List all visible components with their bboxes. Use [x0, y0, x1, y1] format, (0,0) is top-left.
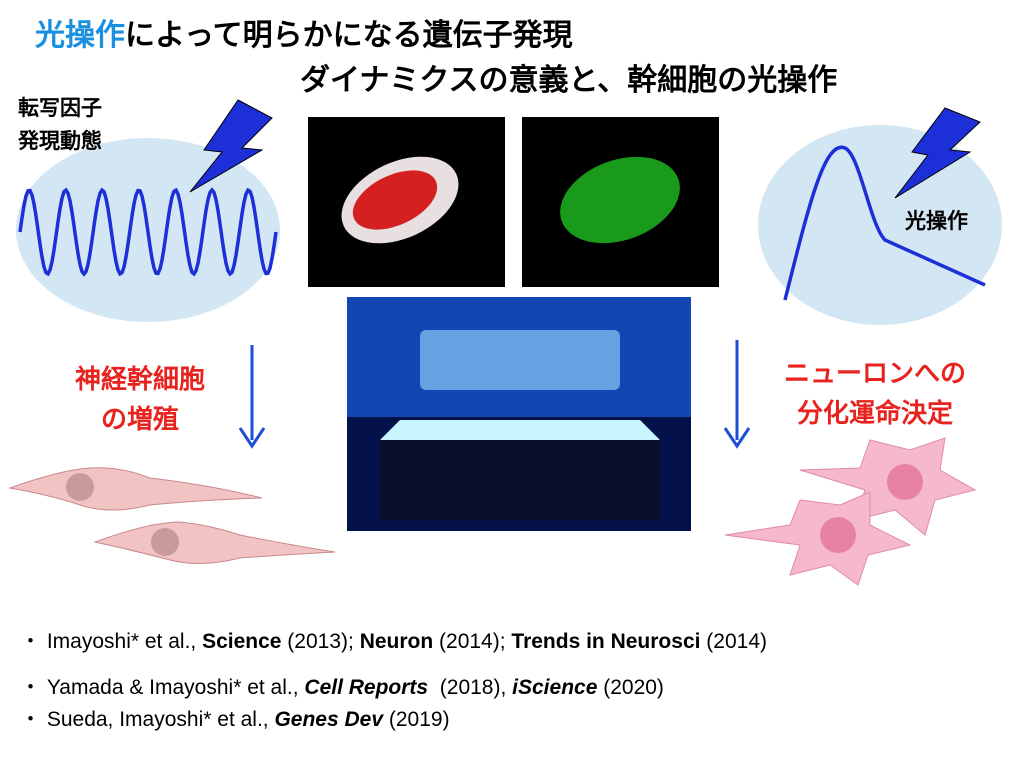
brain-shape — [560, 156, 680, 244]
oscillation-wave — [18, 187, 278, 277]
reference-text: ・ Imayoshi* et al., — [20, 630, 202, 653]
lightning-icon — [189, 99, 273, 193]
reference-text: (2018), — [428, 676, 512, 699]
title-line1: 光操作によって明らかになる遺伝子発現 — [35, 18, 573, 53]
reference-text: (2014); — [433, 630, 511, 653]
reference-text: (2019) — [383, 708, 450, 731]
reference-text: (2020) — [597, 676, 664, 699]
journal: iScience — [512, 676, 598, 699]
down-arrow — [723, 340, 751, 449]
reference: ・ Imayoshi* et al., Science (2013); Neur… — [20, 630, 767, 653]
brain-shape — [352, 170, 438, 230]
journal: Genes Dev — [274, 708, 384, 731]
left-label: 発現動態 — [17, 129, 102, 153]
reference-text: ・ Yamada & Imayoshi* et al., — [20, 676, 304, 699]
title-highlight: 光操作 — [35, 18, 125, 53]
reference: ・ Yamada & Imayoshi* et al., Cell Report… — [20, 676, 664, 699]
lightning-icon — [894, 107, 981, 199]
journal: Neuron — [360, 630, 434, 653]
reference-text: (2014) — [700, 630, 767, 653]
neurons — [724, 437, 977, 586]
reference-text: (2013); — [281, 630, 359, 653]
device-base — [380, 440, 660, 520]
right-label: 光操作 — [904, 209, 968, 233]
journal: Science — [202, 630, 281, 653]
down-arrow — [238, 345, 266, 449]
culture-plate — [420, 330, 620, 390]
left-label: 転写因子 — [18, 96, 102, 120]
journal: Trends in Neurosci — [511, 630, 700, 653]
journal: Cell Reports — [304, 676, 428, 699]
left-caption: 神経幹細胞 — [75, 364, 205, 395]
title-line2: ダイナミクスの意義と、幹細胞の光操作 — [300, 63, 837, 98]
left-caption: の増殖 — [101, 404, 179, 435]
response-curve — [783, 145, 986, 301]
title-rest: によって明らかになる遺伝子発現 — [125, 18, 573, 53]
right-caption: ニューロンへの — [784, 359, 966, 389]
reference: ・ Sueda, Imayoshi* et al., Genes Dev (20… — [20, 708, 450, 731]
stem-cells — [8, 467, 336, 565]
reference-text: ・ Sueda, Imayoshi* et al., — [20, 708, 274, 731]
right-caption: 分化運命決定 — [797, 398, 953, 429]
light-panel — [380, 420, 660, 440]
